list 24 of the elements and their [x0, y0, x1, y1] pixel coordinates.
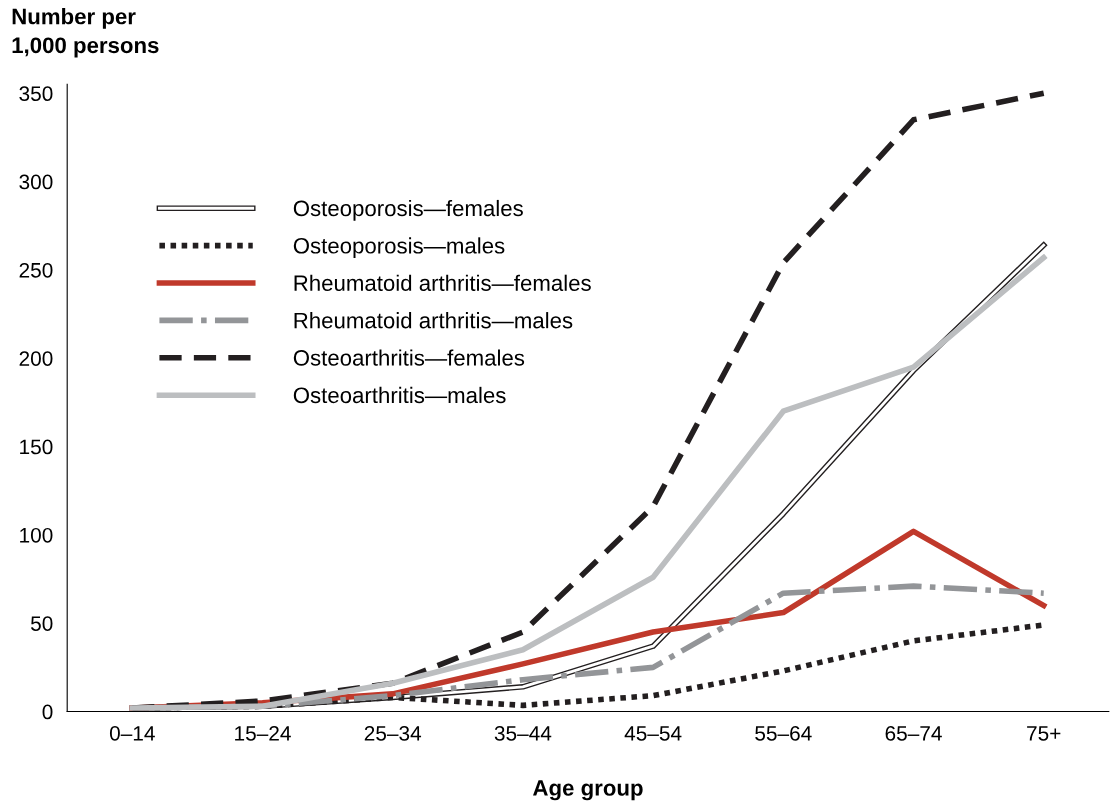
legend-label: Osteoporosis—males: [293, 237, 505, 259]
legend-label: Rheumatoid arthritis—males: [294, 312, 573, 329]
y-tick-label: 0: [42, 704, 53, 720]
y-axis-title: Number per 1,000 persons: [12, 8, 159, 58]
x-tick-label: 35–44: [494, 725, 552, 741]
y-tick-label: 200: [19, 351, 53, 366]
x-tick-label: 25–34: [364, 725, 422, 741]
x-tick-label: 15–24: [235, 725, 291, 741]
x-tick-label: 75+: [1027, 726, 1061, 741]
y-tick-label: 150: [20, 439, 53, 455]
x-axis-title: Age group: [533, 780, 643, 801]
x-tick-label: 65–74: [885, 725, 942, 741]
legend-label: Osteoarthritis—females: [293, 349, 525, 366]
legend-label: Osteoarthritis—males: [293, 386, 506, 404]
y-tick-label: 350: [19, 86, 53, 102]
y-tick-label: 250: [19, 262, 53, 278]
y-tick-label: 50: [30, 616, 53, 631]
legend-label: Rheumatoid arthritis—females: [294, 274, 591, 292]
x-tick-label: 45–54: [624, 726, 682, 741]
y-tick-label: 100: [20, 527, 53, 543]
y-tick-label: 300: [19, 174, 53, 190]
legend-label: Osteoporosis—females: [293, 199, 523, 221]
x-tick-label: 0–14: [109, 725, 155, 741]
x-tick-label: 55–64: [755, 725, 812, 741]
